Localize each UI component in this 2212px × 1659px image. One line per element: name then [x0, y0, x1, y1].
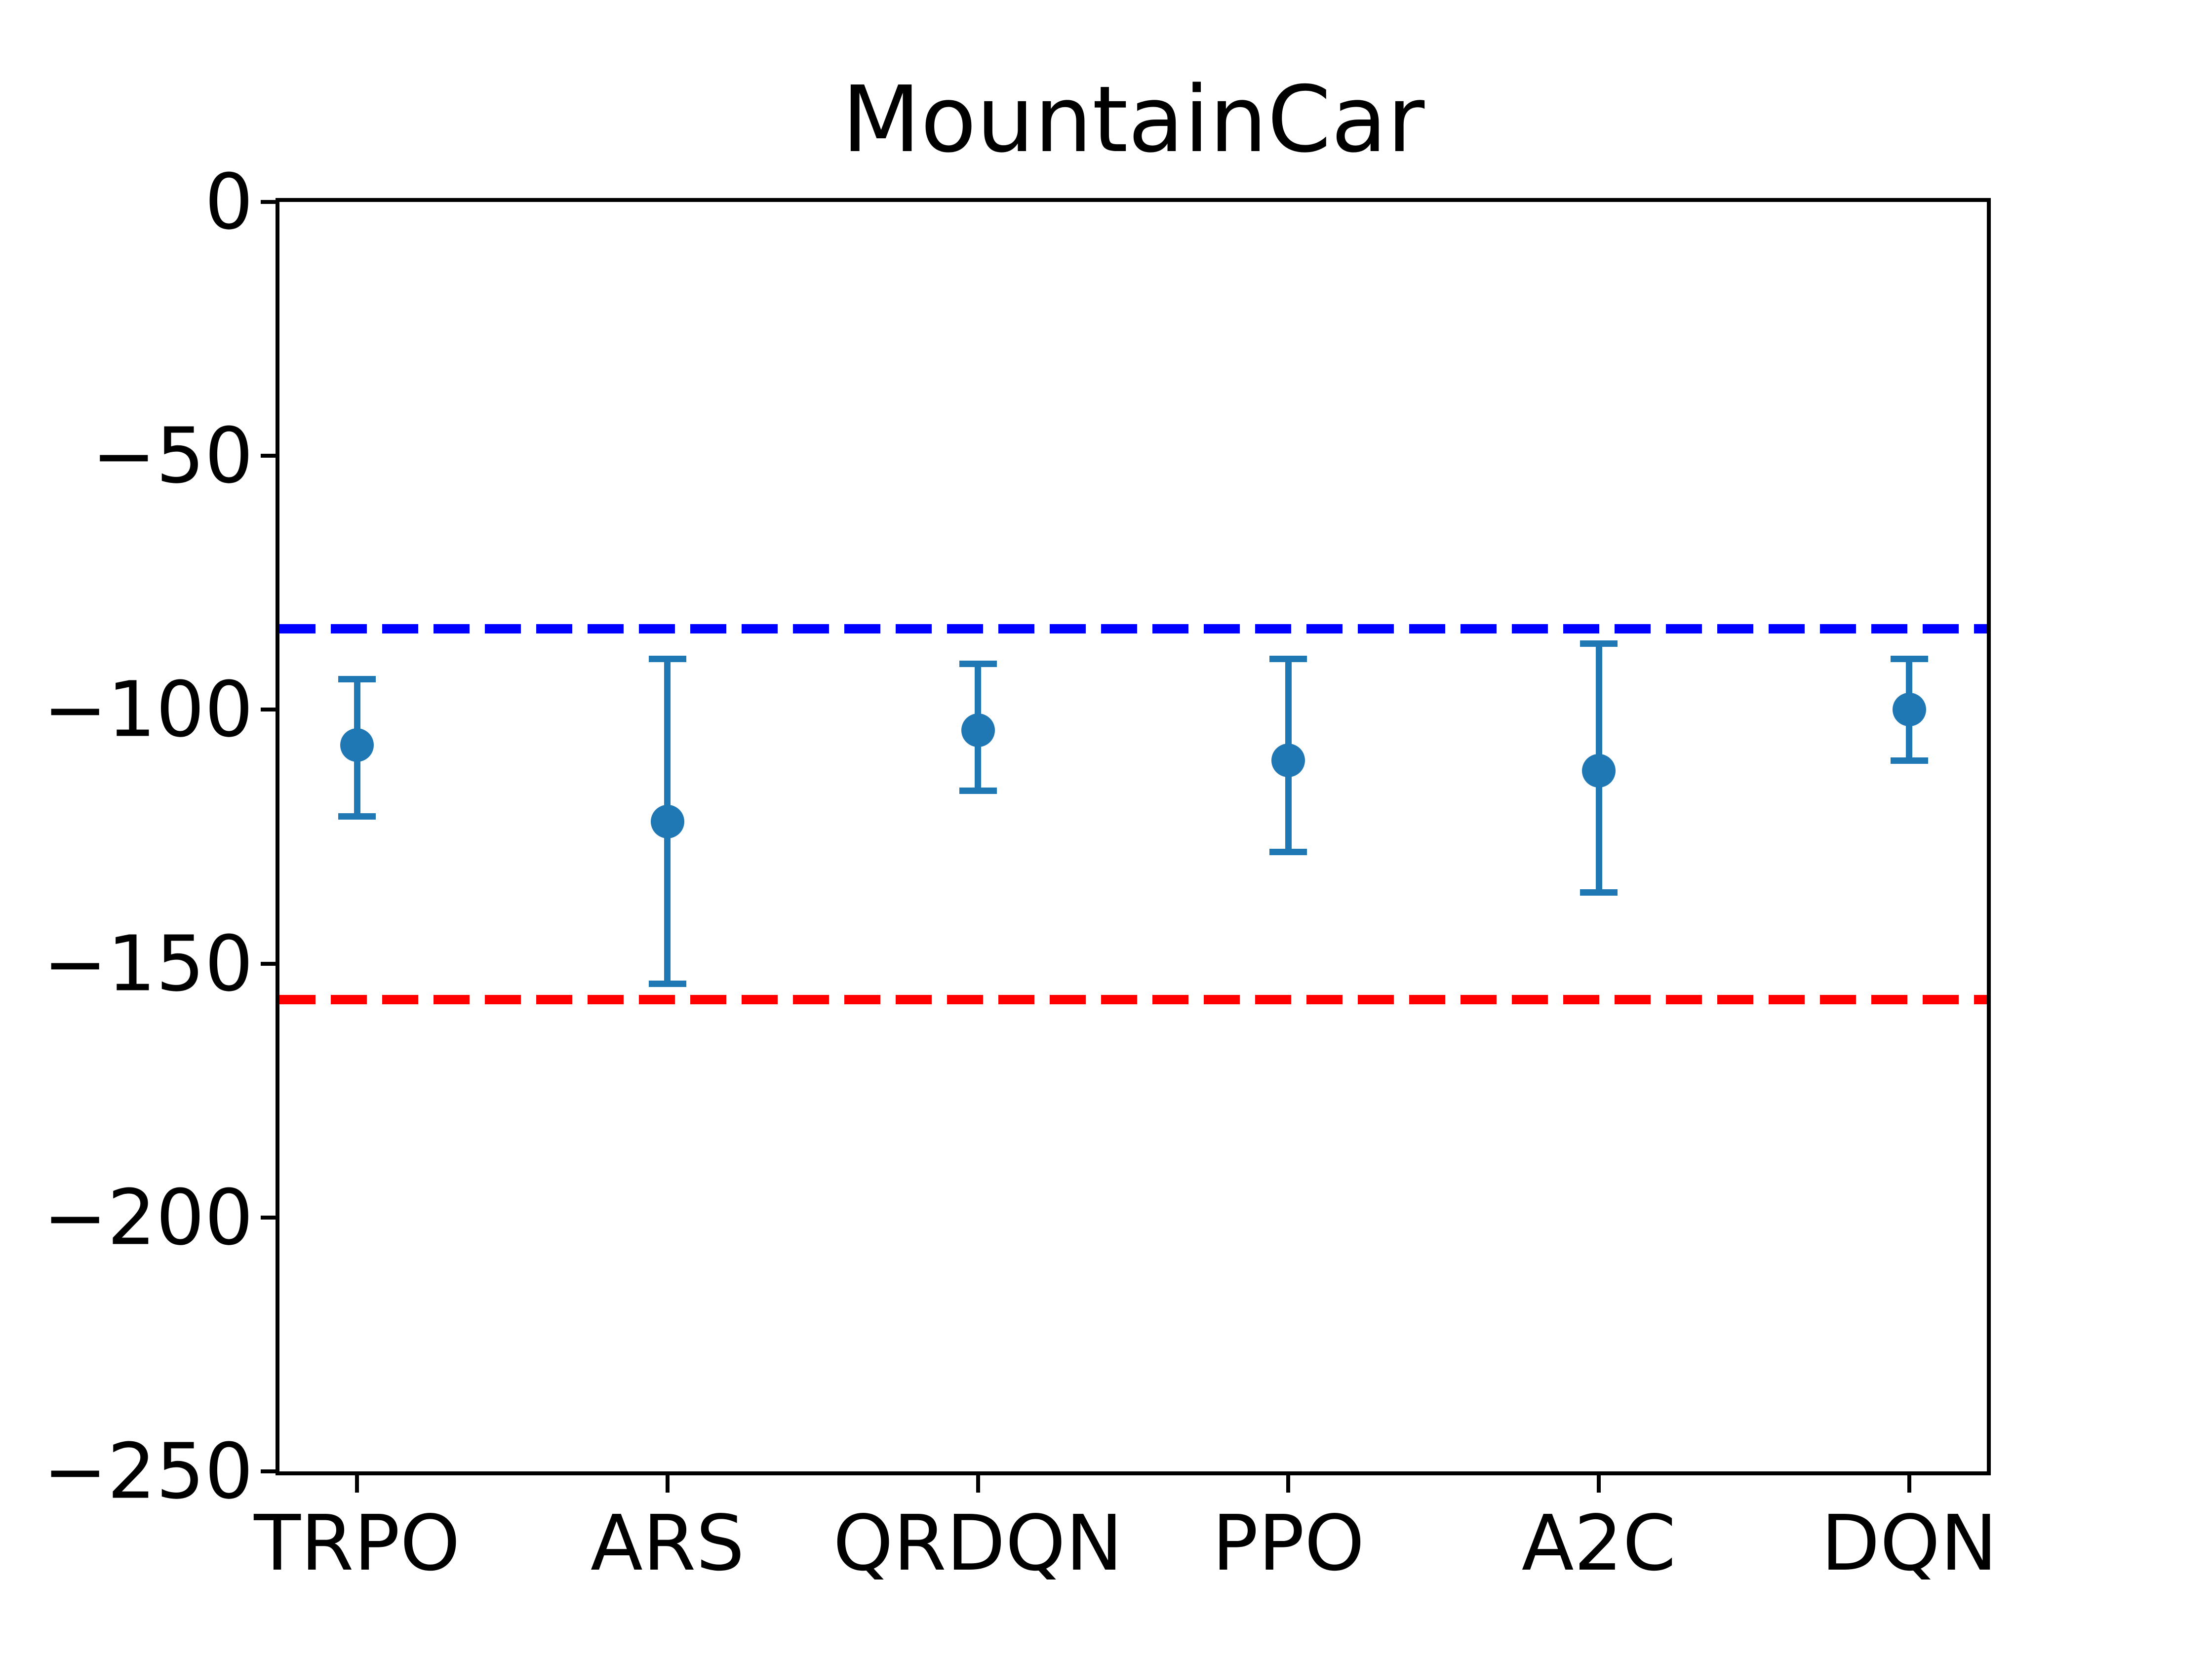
xtick-mark-dqn — [1907, 1475, 1911, 1493]
errorbar-cap-bottom-ppo — [1269, 848, 1307, 855]
ytick-mark-−100 — [261, 708, 276, 712]
xtick-label-a2c: A2C — [1521, 1499, 1676, 1588]
errorbar-cap-bottom-a2c — [1580, 889, 1618, 896]
chart-title: MountainCar — [841, 66, 1425, 173]
errorbar-cap-bottom-qrdqn — [959, 788, 997, 794]
data-point-ars — [650, 804, 684, 838]
errorbar-cap-top-trpo — [338, 676, 376, 683]
xtick-mark-ppo — [1286, 1475, 1291, 1493]
errorbar-cap-bottom-ars — [648, 981, 686, 988]
ytick-mark-−150 — [261, 961, 276, 966]
ytick-mark-−250 — [261, 1469, 276, 1473]
ytick-label-−250: −250 — [43, 1426, 253, 1516]
xtick-label-qrdqn: QRDQN — [833, 1499, 1123, 1588]
data-point-a2c — [1582, 753, 1616, 788]
xtick-label-ars: ARS — [590, 1499, 745, 1588]
upper-threshold-line — [279, 624, 1987, 633]
ytick-mark-0 — [261, 200, 276, 204]
data-point-trpo — [340, 728, 374, 762]
xtick-label-trpo: TRPO — [254, 1499, 461, 1588]
ytick-mark-−50 — [261, 454, 276, 458]
plot-area — [276, 198, 1991, 1475]
data-point-qrdqn — [961, 713, 995, 747]
xtick-label-dqn: DQN — [1821, 1499, 1998, 1588]
errorbar-cap-top-ppo — [1269, 656, 1307, 663]
ytick-label-−200: −200 — [43, 1173, 253, 1263]
data-point-ppo — [1271, 744, 1305, 778]
xtick-label-ppo: PPO — [1212, 1499, 1365, 1588]
errorbar-cap-bottom-trpo — [338, 813, 376, 820]
errorbar-cap-bottom-dqn — [1890, 757, 1928, 764]
xtick-mark-a2c — [1597, 1475, 1601, 1493]
errorbar-cap-top-a2c — [1580, 640, 1618, 647]
xtick-mark-ars — [665, 1475, 670, 1493]
errorbar-cap-top-qrdqn — [959, 661, 997, 668]
errorbar-cap-top-dqn — [1890, 656, 1928, 663]
xtick-mark-qrdqn — [976, 1475, 980, 1493]
ytick-label-−50: −50 — [91, 411, 253, 501]
data-point-dqn — [1892, 693, 1926, 727]
xtick-mark-trpo — [355, 1475, 359, 1493]
ytick-label-−150: −150 — [43, 919, 253, 1009]
ytick-label-−100: −100 — [43, 665, 253, 754]
ytick-label-0: 0 — [204, 157, 253, 247]
ytick-mark-−200 — [261, 1215, 276, 1220]
lower-baseline-line — [279, 994, 1987, 1004]
errorbar-cap-top-ars — [648, 656, 686, 663]
